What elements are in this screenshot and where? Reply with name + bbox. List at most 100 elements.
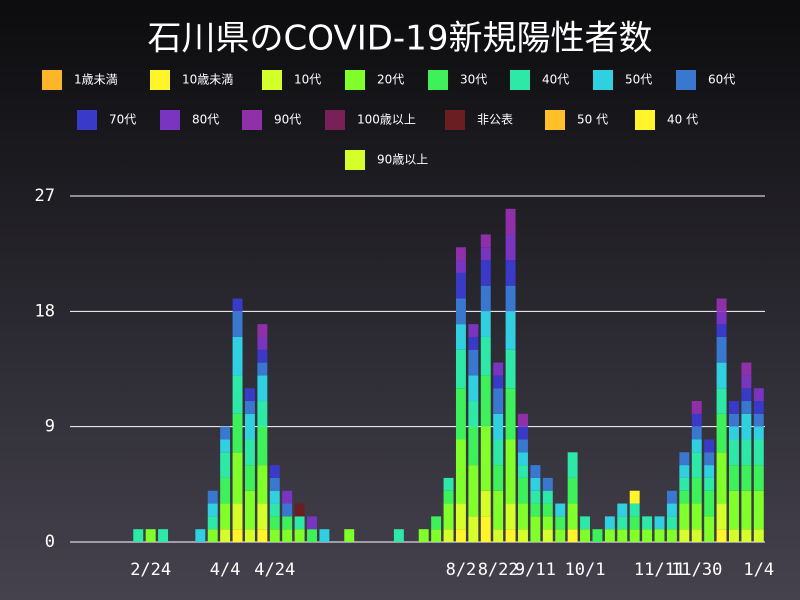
bar-segment [666,516,677,530]
bar-segment [704,465,715,478]
bar-segment [282,490,293,504]
legend-label: 50 代 [577,113,608,127]
bar-segment [542,490,553,504]
bar-segment [282,529,293,542]
bar-segment [691,439,702,453]
legend-label: 10歳未満 [182,73,233,87]
bar-segment [741,401,752,414]
bar-segment [741,362,752,376]
bar-segment [567,452,578,478]
bar-segment [691,426,702,440]
bar-segment [555,529,566,542]
legend-label: 非公表 [477,113,513,127]
bar-segment [257,375,268,402]
bar-segment [505,208,516,235]
bar-segment [530,490,541,504]
bar-segment [505,285,516,312]
bar-segment [480,490,491,517]
bar-segment [629,516,640,530]
bar-segment [629,503,640,517]
bar-segment [480,375,491,427]
bar-segment [232,336,243,376]
bar-segment [753,529,764,542]
legend-swatch [77,110,97,130]
bar-segment [629,490,640,504]
bar-segment [741,465,752,491]
bar-segment [257,426,268,466]
bar-segment [729,490,739,530]
bar-segment [729,529,739,542]
bar-segment [493,375,504,389]
bar-segment [307,529,317,542]
bar-segment [220,529,231,542]
bar-segment [220,439,231,453]
bar-segment [393,529,404,542]
bar-segment [257,324,268,337]
bar-segment [269,465,280,478]
bar-segment [679,465,690,478]
legend-swatch [345,70,365,90]
x-tick-label: 9/11 [515,560,556,580]
y-tick-label: 9 [45,417,55,437]
legend-label: 20代 [377,73,404,87]
legend-label: 100歳以上 [357,113,416,127]
bar-segment [518,439,528,453]
bar-segment [654,529,665,542]
bar-segment [455,260,466,273]
bar-segment [617,503,628,517]
bar-segment [244,388,255,402]
bar-segment [567,529,578,542]
legend-label: 60代 [708,73,735,87]
bar-segment [468,324,479,337]
bar-segment [729,413,739,427]
legend-swatch [262,70,282,90]
bar-segment [468,426,479,466]
bar-segment [207,516,218,530]
bar-segment [232,298,243,312]
bar-segment [679,503,690,530]
bar-segment [704,452,715,466]
bar-segment [493,362,504,376]
bar-segment [480,336,491,376]
bar-segment [679,490,690,504]
bar-segment [269,503,280,517]
bar-segment [518,477,528,504]
legend-swatch [635,110,655,130]
bar-segment [518,503,528,530]
bar-segment [468,349,479,376]
bar-segment [257,465,268,504]
bar-segment [716,311,727,325]
bar-segment [542,477,553,491]
y-tick-label: 18 [35,301,55,321]
bar-segment [158,529,169,542]
bar-segment [505,439,516,504]
bar-segment [455,247,466,261]
bar-segment [505,503,516,530]
bar-segment [244,490,255,530]
bar-segment [319,529,330,542]
legend-swatch [160,110,180,130]
bar-segment [617,529,628,542]
bar-segment [580,516,591,530]
bar-segment [468,401,479,427]
legend-swatch [510,70,530,90]
bar-segment [232,375,243,414]
bar-segment [704,439,715,453]
x-tick-label: 1/4 [743,560,774,580]
x-tick-label: 11/11 [634,560,685,580]
bar-segment [716,452,727,504]
bar-segment [443,503,454,530]
bar-segment [282,516,293,530]
bar-segment [555,516,566,530]
bar-segment [753,465,764,491]
legend-label: 40 代 [667,113,698,127]
bar-segment [729,401,739,414]
bar-segment [195,529,206,542]
bar-segment [716,503,727,530]
bar-segment [753,413,764,427]
bar-segment [232,503,243,530]
x-tick-label: 11/30 [671,560,722,580]
bar-segment [741,388,752,402]
bar-segment [269,516,280,530]
